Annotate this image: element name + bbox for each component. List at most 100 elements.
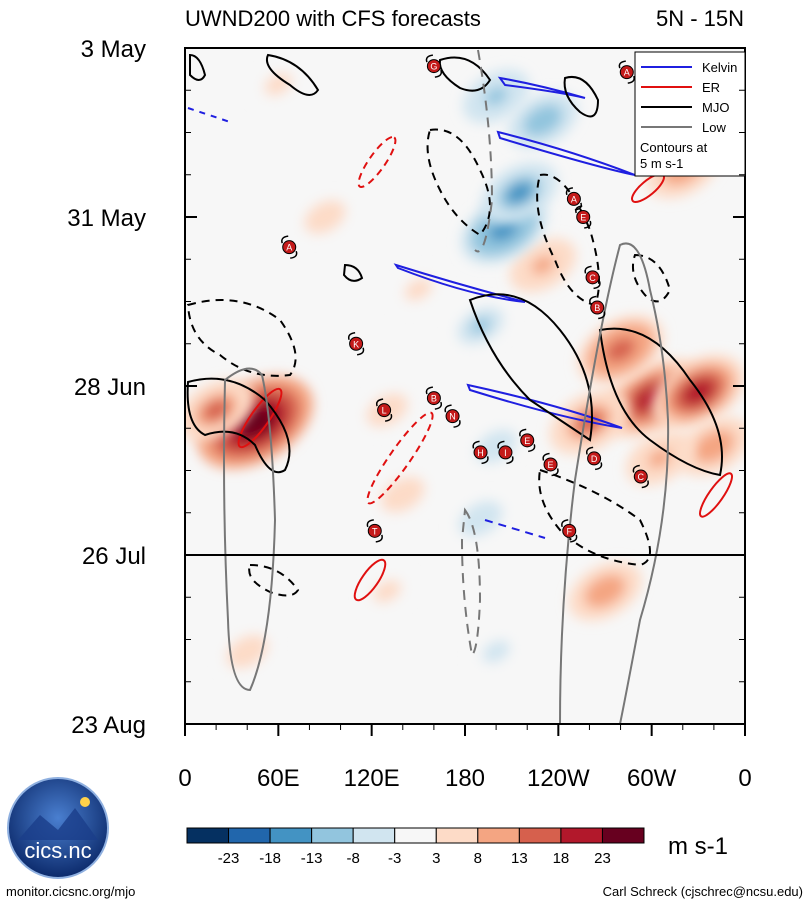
storm-marker-dot — [562, 523, 577, 538]
storm-marker-dot — [367, 523, 382, 538]
legend: Kelvin ER MJO Low Contours at 5 m s-1 — [634, 51, 746, 177]
low-contour — [559, 242, 670, 724]
colorbar-label: 3 — [432, 850, 440, 867]
storm-marker-letter: E — [580, 213, 586, 223]
kelvin-contour — [466, 383, 623, 429]
anomaly-blob — [507, 92, 578, 149]
x-tick-label: 120E — [344, 765, 400, 792]
er-contour — [699, 472, 733, 518]
logo-mountains — [18, 808, 98, 840]
mjo-contour — [266, 53, 320, 96]
low-contour — [460, 507, 482, 657]
legend-label-mjo: MJO — [702, 100, 729, 115]
storm-marker-tail — [551, 468, 559, 477]
storm-marker-tail — [453, 419, 461, 428]
storm-marker-tail — [356, 347, 365, 356]
storm-marker-letter: G — [430, 62, 437, 72]
colorbar-swatch — [477, 827, 520, 844]
storm-marker-dot — [426, 391, 441, 406]
anomaly-blob-level — [378, 584, 396, 599]
colorbar-swatch — [601, 827, 645, 844]
storm-marker: B — [589, 295, 606, 320]
storm-marker-dot — [590, 300, 605, 315]
storm-marker-tail — [519, 428, 527, 437]
anomaly-blob-level — [393, 486, 413, 503]
storm-marker-tail — [589, 295, 597, 304]
storm-marker-tail — [290, 250, 298, 259]
er-contour — [366, 411, 434, 505]
chart-region: 5N - 15N — [656, 6, 744, 31]
anomaly-blob — [471, 631, 522, 672]
legend-box — [634, 51, 746, 177]
storm-marker-dot — [349, 336, 364, 351]
storm-marker: A — [618, 60, 635, 84]
colorbar-label: 23 — [594, 850, 611, 867]
storm-marker-tail — [366, 519, 374, 528]
storm-marker: F — [561, 519, 578, 543]
mjo-contours — [186, 53, 745, 477]
storm-marker: A — [565, 187, 583, 211]
storm-marker-tail — [594, 462, 603, 471]
storm-marker-dot — [619, 65, 634, 80]
anomaly-blob — [220, 629, 274, 674]
storm-marker-letter: C — [638, 472, 645, 482]
colorbar-swatch — [228, 827, 271, 844]
storm-marker-letter: A — [571, 194, 577, 204]
storm-marker-tail — [632, 464, 640, 473]
er-contour — [237, 387, 283, 449]
storm-marker-dot — [445, 409, 460, 424]
storm-marker-letter: B — [431, 394, 437, 404]
storm-marker-tail — [528, 444, 536, 453]
low-contour — [223, 367, 277, 692]
storm-marker-letter: A — [624, 68, 630, 78]
colorbar-swatch — [435, 827, 479, 844]
storm-marker-dot — [633, 469, 648, 484]
storm-marker: K — [347, 332, 365, 356]
mjo-contour — [438, 56, 492, 92]
colorbar-label: 13 — [511, 850, 528, 867]
storm-marker-dot — [282, 240, 297, 255]
cicsnc-logo: cics.nc — [7, 777, 109, 879]
kelvin-contour — [484, 519, 546, 539]
storm-marker: D — [585, 446, 603, 471]
storm-marker-tail — [347, 332, 356, 340]
colorbar-swatch — [560, 827, 603, 844]
storm-marker: G — [425, 54, 443, 78]
colorbar-label: -18 — [259, 850, 281, 867]
storm-marker-letter: A — [286, 243, 292, 253]
storm-marker-letter: K — [353, 339, 359, 349]
x-tick-label: 180 — [445, 765, 485, 792]
y-tick-label: 23 Aug — [71, 712, 146, 739]
storm-marker-tail — [585, 446, 594, 455]
anomaly-blob — [452, 495, 509, 542]
y-tick-label: 26 Jul — [82, 543, 146, 570]
axes: 3 May 31 May 28 Jun 26 Jul 23 Aug 0 60E 120E 180… — [67, 36, 751, 792]
mjo-contour — [342, 263, 364, 282]
mjo-contour — [563, 76, 600, 118]
anomaly-blob-level — [484, 87, 508, 106]
storm-marker-letter: C — [589, 273, 596, 283]
storm-marker-dot — [566, 191, 581, 206]
storm-marker: L — [375, 398, 393, 422]
mjo-contour — [426, 128, 491, 237]
storm-marker: T — [366, 519, 383, 543]
storm-marker-dot — [473, 445, 488, 460]
storm-marker-tail — [598, 311, 606, 320]
storm-marker-tail — [561, 519, 569, 528]
er-contours — [237, 136, 733, 602]
storm-marker-dot — [520, 433, 535, 448]
anomaly-blob — [677, 416, 745, 476]
footer-url: monitor.cicsnc.org/mjo — [6, 884, 135, 899]
storm-marker-dot — [498, 445, 513, 460]
mjo-contour — [186, 299, 297, 377]
storm-marker-tail — [375, 534, 383, 543]
storm-marker: I — [497, 440, 514, 465]
mjo-contour — [598, 327, 723, 477]
anomaly-blob — [462, 69, 530, 124]
anomaly-blob-level — [605, 337, 636, 362]
er-contour — [357, 136, 397, 188]
storm-marker: C — [632, 464, 649, 489]
storm-marker-tail — [434, 401, 443, 410]
legend-label-er: ER — [702, 80, 720, 95]
